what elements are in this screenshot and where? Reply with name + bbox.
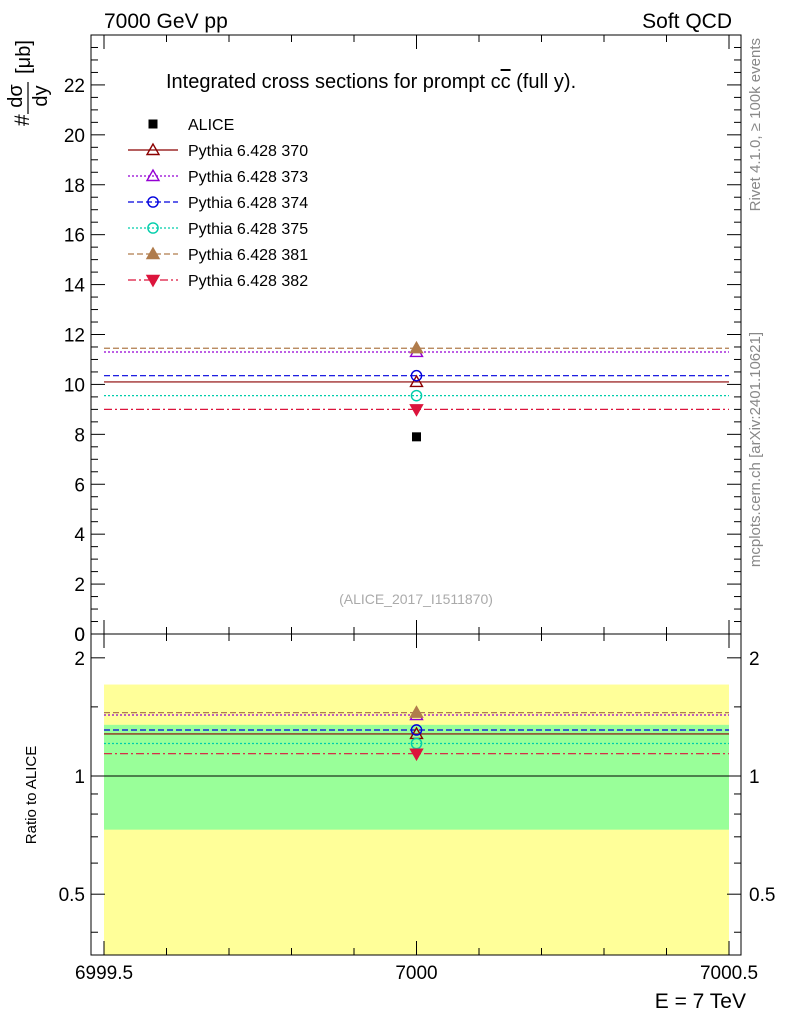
- y-axis-label-main: # dσ dy [μb]: [5, 40, 52, 126]
- y-tick-label: 16: [64, 226, 85, 247]
- x-tick-label: 7000: [395, 963, 437, 984]
- ratio-y-tick-label: 0.5: [59, 885, 85, 906]
- x-axis-label: E = 7 TeV: [655, 990, 746, 1013]
- y-axis-label-ratio: Ratio to ALICE: [23, 746, 40, 844]
- header-right: Soft QCD: [642, 10, 732, 33]
- legend-label: Pythia 6.428 370: [188, 143, 308, 160]
- ylabel-frac-num: dσ: [5, 84, 27, 108]
- y-tick-label: 0: [74, 625, 85, 646]
- ylabel-prefix: #: [11, 114, 34, 126]
- ratio-series-marker: [409, 705, 424, 718]
- legend-marker: [145, 246, 161, 260]
- y-tick-label: 12: [64, 326, 85, 347]
- legend-label: Pythia 6.428 373: [188, 169, 308, 186]
- ratio-axes: 0.5 0.5 1 1 2 2 6999.5 7000 7000.5: [59, 633, 775, 984]
- ratio-series-marker: [410, 724, 423, 736]
- legend-marker: [148, 119, 158, 129]
- ratio-y-tick-label: 1: [74, 767, 85, 788]
- legend: ALICE Pythia 6.428 370 Pythia 6.428 373 Pyt…: [128, 117, 308, 290]
- legend-marker: [147, 222, 159, 234]
- y-tick-label: 22: [64, 76, 85, 97]
- series-markers: [409, 340, 424, 762]
- title-cbar: c: [501, 71, 511, 93]
- ratio-y-tick-label-right: 0.5: [749, 885, 775, 906]
- ratio-y-tick-label: 2: [74, 649, 85, 670]
- y-tick-label: 8: [74, 425, 85, 446]
- y-tick-label: 14: [64, 276, 86, 297]
- y-tick-label: 4: [74, 525, 85, 546]
- legend-label: Pythia 6.428 374: [188, 195, 308, 212]
- y-tick-label: 10: [64, 375, 85, 396]
- ratio-y-tick-label-right: 2: [749, 649, 760, 670]
- y-tick-label: 18: [64, 176, 85, 197]
- side-label-rivet: Rivet 4.1.0, ≥ 100k events: [747, 38, 764, 211]
- y-tick-label: 2: [74, 575, 85, 596]
- legend-marker: [147, 196, 159, 208]
- main-series-marker: [409, 340, 424, 354]
- x-tick-label: 6999.5: [75, 963, 133, 984]
- ratio-bands: [104, 684, 729, 955]
- y-tick-label: 0: [74, 625, 85, 646]
- main-series-marker: [410, 369, 423, 382]
- y-tick-label: 20: [64, 126, 85, 147]
- side-label-mcplots: mcplots.cern.ch [arXiv:2401.10621]: [747, 332, 764, 567]
- data-point-alice: [412, 432, 421, 442]
- legend-label: Pythia 6.428 381: [188, 247, 308, 264]
- main-series-marker: [410, 389, 423, 402]
- watermark: (ALICE_2017_I1511870): [339, 591, 493, 607]
- y-tick-label: 6: [74, 475, 85, 496]
- legend-marker: [145, 274, 161, 288]
- legend-label: ALICE: [188, 117, 234, 134]
- ratio-series-marker: [409, 748, 424, 762]
- legend-marker: [145, 168, 161, 182]
- ylabel-units: [μb]: [13, 40, 35, 74]
- header-left: 7000 GeV pp: [104, 10, 228, 33]
- chart-title: Integrated cross sections for prompt cc …: [166, 71, 576, 93]
- ylabel-frac-den: dy: [30, 85, 52, 106]
- legend-marker: [145, 142, 161, 156]
- legend-label: Pythia 6.428 375: [188, 221, 308, 238]
- main-series-marker: [409, 374, 424, 388]
- ratio-y-tick-label-right: 1: [749, 767, 760, 788]
- legend-label: Pythia 6.428 382: [188, 273, 308, 290]
- main-series-marker: [409, 404, 424, 417]
- band-stat-uncertainty: [104, 724, 729, 830]
- x-tick-label: 7000.5: [700, 963, 758, 984]
